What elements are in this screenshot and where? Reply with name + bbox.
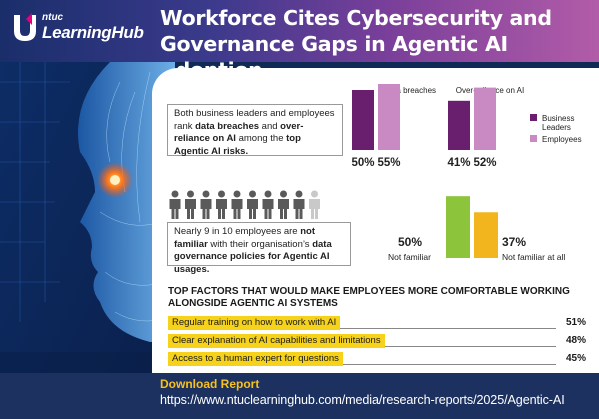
person-body bbox=[247, 199, 258, 219]
factor-divider bbox=[340, 328, 556, 329]
person-body bbox=[293, 199, 305, 219]
person-head bbox=[264, 190, 272, 198]
callout-text: with their organisation’s bbox=[207, 238, 313, 250]
factor-percent: 45% bbox=[565, 353, 586, 364]
callout-emphasis: not familiar bbox=[174, 226, 315, 250]
bar bbox=[474, 87, 496, 150]
logo-name-text: LearningHub bbox=[42, 23, 144, 42]
ntuc-learninghub-logo: ntuc LearningHub bbox=[10, 9, 155, 53]
person-head bbox=[218, 190, 225, 198]
person-body bbox=[262, 199, 274, 219]
data-label: 55% bbox=[377, 157, 400, 169]
person-icon bbox=[200, 190, 212, 219]
person-body bbox=[309, 199, 320, 219]
person-icon bbox=[293, 190, 305, 219]
title-line-1: Workforce Cites Cybersecurity and bbox=[160, 6, 552, 30]
person-head bbox=[295, 190, 303, 198]
familiarity-bar-chart: 50% 37% Not familiar Not familiar at all bbox=[388, 196, 565, 262]
factor-percent: 48% bbox=[565, 335, 586, 346]
data-label: 41% bbox=[447, 157, 470, 169]
category-label: Not familiar at all bbox=[502, 252, 565, 262]
person-head bbox=[311, 190, 318, 198]
callout-text: and bbox=[259, 120, 281, 132]
legend-label: Leaders bbox=[542, 123, 571, 132]
person-icon bbox=[309, 190, 320, 219]
factor-label: Access to a human expert for questions bbox=[168, 352, 343, 366]
person-icon bbox=[247, 190, 258, 219]
person-icon bbox=[231, 190, 243, 219]
factors-heading: TOP FACTORS THAT WOULD MAKE EMPLOYEES MO… bbox=[168, 286, 570, 309]
familiarity-callout: Nearly 9 in 10 employees are not familia… bbox=[167, 222, 351, 275]
factor-divider bbox=[384, 346, 556, 347]
logo-mark-icon bbox=[14, 13, 36, 41]
person-icon bbox=[262, 190, 274, 219]
person-head bbox=[280, 190, 287, 198]
person-head bbox=[187, 190, 194, 198]
factor-divider bbox=[342, 364, 556, 365]
factor-row: Access to a human expert for questions 45… bbox=[168, 352, 586, 366]
bar bbox=[448, 100, 470, 150]
factor-row: Regular training on how to work with AI 5… bbox=[168, 316, 586, 330]
page-title: Workforce Cites Cybersecurity and Govern… bbox=[160, 5, 590, 83]
callout-emphasis: top Agentic AI risks. bbox=[174, 133, 301, 157]
people-icons bbox=[169, 190, 320, 219]
person-head bbox=[171, 190, 179, 198]
person-icon bbox=[169, 190, 181, 219]
legend-swatch bbox=[530, 114, 537, 121]
bar bbox=[446, 196, 470, 258]
callout-text: among the bbox=[235, 133, 287, 144]
person-icon bbox=[278, 190, 289, 219]
risks-callout: Both business leaders and employees rank… bbox=[167, 104, 343, 157]
callout-emphasis: over-reliance on AI bbox=[174, 120, 304, 145]
data-label: 52% bbox=[473, 157, 496, 169]
person-icon bbox=[216, 190, 227, 219]
callout-text: Nearly 9 in 10 employees are bbox=[174, 226, 301, 237]
logo-top-text: ntuc bbox=[42, 12, 64, 23]
bar bbox=[378, 84, 400, 150]
category-label: Not familiar bbox=[388, 252, 431, 262]
bar bbox=[474, 212, 498, 258]
bar bbox=[352, 90, 374, 150]
person-head bbox=[202, 190, 210, 198]
header-banner: ntuc LearningHub Workforce Cites Cyberse… bbox=[0, 0, 599, 82]
callout-emphasis: data breaches bbox=[195, 120, 260, 132]
factor-label: Clear explanation of AI capabilities and… bbox=[168, 334, 385, 348]
data-label: 50% bbox=[351, 157, 374, 169]
factor-percent: 51% bbox=[565, 317, 586, 328]
callout-emphasis: data governance policies for Agentic AI … bbox=[174, 238, 332, 275]
footer-bar bbox=[0, 373, 599, 419]
data-label: 37% bbox=[502, 235, 526, 249]
person-body bbox=[216, 199, 227, 219]
download-report-link[interactable]: https://www.ntuclearninghub.com/media/re… bbox=[160, 393, 565, 407]
factor-row: Clear explanation of AI capabilities and… bbox=[168, 334, 586, 348]
factor-label: Regular training on how to work with AI bbox=[168, 316, 341, 330]
person-body bbox=[278, 199, 289, 219]
person-body bbox=[169, 199, 181, 219]
category-label: Data breaches bbox=[384, 86, 436, 95]
person-body bbox=[185, 199, 196, 219]
legend-swatch bbox=[530, 135, 537, 142]
person-icon bbox=[185, 190, 196, 219]
legend-label: Business bbox=[542, 114, 574, 123]
person-body bbox=[231, 199, 243, 219]
person-body bbox=[200, 199, 212, 219]
person-head bbox=[249, 190, 256, 198]
callout-text: Both business leaders and employees rank bbox=[174, 108, 335, 132]
download-report-label[interactable]: Download Report bbox=[160, 377, 260, 391]
risks-bar-chart: Data breachesOver-reliance on AI50%41%55… bbox=[351, 84, 582, 169]
ai-face-illustration bbox=[0, 62, 175, 419]
legend-label: Employees bbox=[542, 135, 582, 144]
data-label: 50% bbox=[398, 235, 422, 249]
person-head bbox=[233, 190, 241, 198]
